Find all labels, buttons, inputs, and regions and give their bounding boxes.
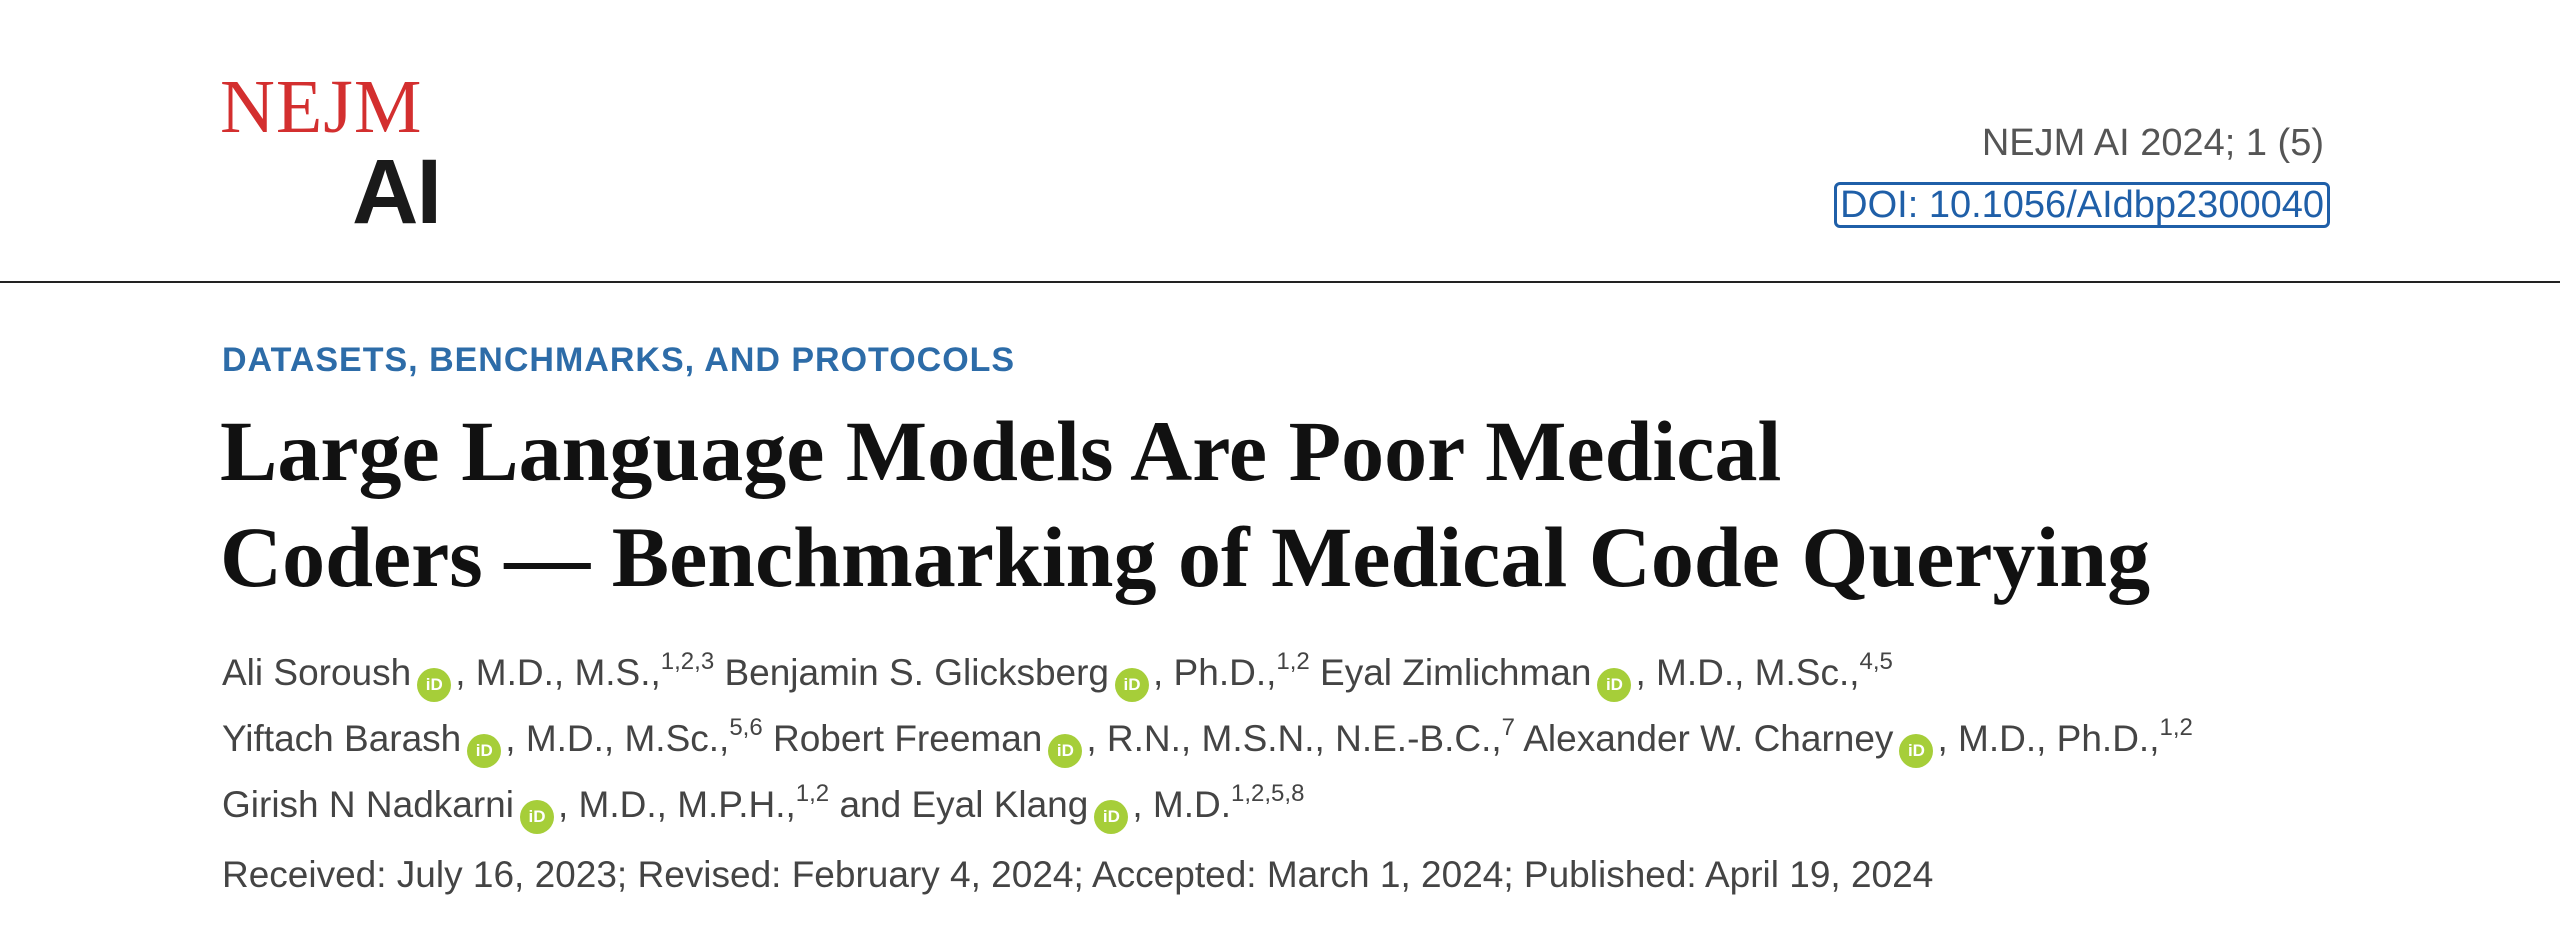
orcid-icon[interactable]: iD bbox=[1094, 800, 1129, 834]
orcid-icon[interactable]: iD bbox=[417, 668, 452, 702]
orcid-icon[interactable]: iD bbox=[467, 734, 502, 768]
orcid-icon[interactable]: iD bbox=[1597, 668, 1632, 702]
author-affiliation: 1,2 bbox=[795, 780, 830, 807]
author-name[interactable]: Alexander W. Charney bbox=[1523, 718, 1894, 759]
author-degrees: , M.D. bbox=[1132, 784, 1232, 825]
author-name[interactable]: Girish N Nadkarni bbox=[222, 784, 514, 825]
author-affiliation: 7 bbox=[1501, 714, 1515, 741]
doi-link[interactable]: DOI: 10.1056/AIdbp2300040 bbox=[1834, 182, 2330, 228]
logo-nejm-text: NEJM bbox=[220, 65, 423, 149]
author-name[interactable]: Yiftach Barash bbox=[222, 718, 462, 759]
author-name[interactable]: Ali Soroush bbox=[222, 652, 412, 693]
author-list: Ali Soroush iD, M.D., M.S.,1,2,3 Benjamin… bbox=[222, 640, 2472, 838]
author-affiliation: 1,2,5,8 bbox=[1231, 780, 1305, 807]
orcid-icon[interactable]: iD bbox=[1899, 734, 1934, 768]
orcid-icon[interactable]: iD bbox=[1115, 668, 1149, 702]
title-line-1: Large Language Models Are Poor Medical bbox=[220, 403, 1782, 499]
orcid-icon[interactable]: iD bbox=[519, 800, 554, 834]
author-affiliation: 5,6 bbox=[729, 714, 763, 741]
author-name[interactable]: Benjamin S. Glicksberg bbox=[724, 652, 1109, 693]
title-line-2: Coders — Benchmarking of Medical Code Qu… bbox=[220, 509, 2151, 605]
journal-citation: NEJM AI 2024; 1 (5) bbox=[1981, 122, 2324, 164]
author-affiliation: 1,2 bbox=[2159, 714, 2193, 741]
author-name[interactable]: Robert Freeman bbox=[772, 718, 1043, 759]
article-section-label: DATASETS, BENCHMARKS, AND PROTOCOLS bbox=[222, 341, 1016, 379]
author-degrees: , M.D., M.P.H., bbox=[557, 784, 796, 825]
logo-ai-text: AI bbox=[352, 141, 442, 243]
author-affiliation: 1,2,3 bbox=[660, 648, 715, 675]
orcid-icon[interactable]: iD bbox=[1048, 734, 1083, 768]
author-degrees: , M.D., M.Sc., bbox=[1635, 652, 1860, 693]
article-dates: Received: July 16, 2023; Revised: Februa… bbox=[222, 854, 1934, 895]
author-name[interactable]: and Eyal Klang bbox=[839, 784, 1089, 825]
nejm-ai-logo: NEJM AI bbox=[220, 62, 460, 242]
header-divider bbox=[0, 281, 2560, 283]
author-degrees: , M.D., M.Sc., bbox=[505, 718, 730, 759]
author-affiliation: 1,2 bbox=[1276, 648, 1310, 675]
author-line-2: Yiftach Barash iD, M.D., M.Sc.,5,6 Robert… bbox=[222, 706, 2472, 772]
author-line-3: Girish N Nadkarni iD, M.D., M.P.H.,1,2 an… bbox=[222, 772, 2472, 838]
author-line-1: Ali Soroush iD, M.D., M.S.,1,2,3 Benjamin… bbox=[222, 640, 2472, 706]
author-degrees: , Ph.D., bbox=[1153, 652, 1277, 693]
author-degrees: , M.D., Ph.D., bbox=[1937, 718, 2160, 759]
author-degrees: , R.N., M.S.N., N.E.-B.C., bbox=[1086, 718, 1502, 759]
article-title: Large Language Models Are Poor Medical C… bbox=[220, 398, 2420, 610]
author-name[interactable]: Eyal Zimlichman bbox=[1320, 652, 1592, 693]
author-degrees: , M.D., M.S., bbox=[455, 652, 661, 693]
author-affiliation: 4,5 bbox=[1859, 648, 1893, 675]
